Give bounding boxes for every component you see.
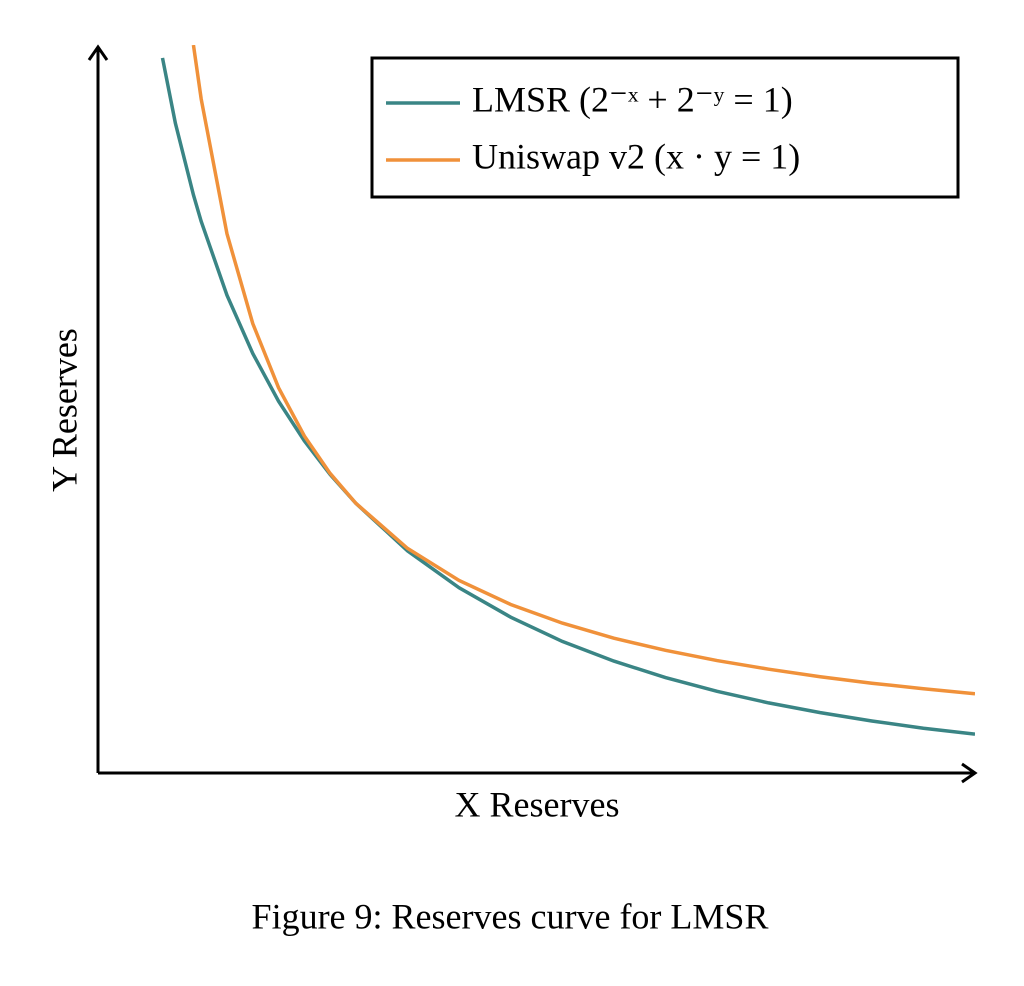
- legend: LMSR (2⁻ˣ + 2⁻ʸ = 1) Uniswap v2 (x · y = …: [386, 79, 800, 176]
- x-axis-label: X Reserves: [455, 784, 620, 824]
- legend-label: LMSR (2⁻ˣ + 2⁻ʸ = 1): [472, 79, 793, 119]
- axes: [87, 44, 978, 784]
- y-axis-label: Y Reserves: [44, 328, 84, 492]
- series-line: [191, 45, 975, 696]
- legend-box: [370, 56, 960, 199]
- y-arrow: [87, 44, 109, 61]
- caption: Figure 9: Reserves curve for LMSR: [252, 896, 769, 936]
- legend-label: Uniswap v2 (x · y = 1): [472, 136, 800, 176]
- x-arrow: [961, 762, 978, 784]
- series-line: [160, 57, 975, 736]
- plot-area: [160, 45, 975, 736]
